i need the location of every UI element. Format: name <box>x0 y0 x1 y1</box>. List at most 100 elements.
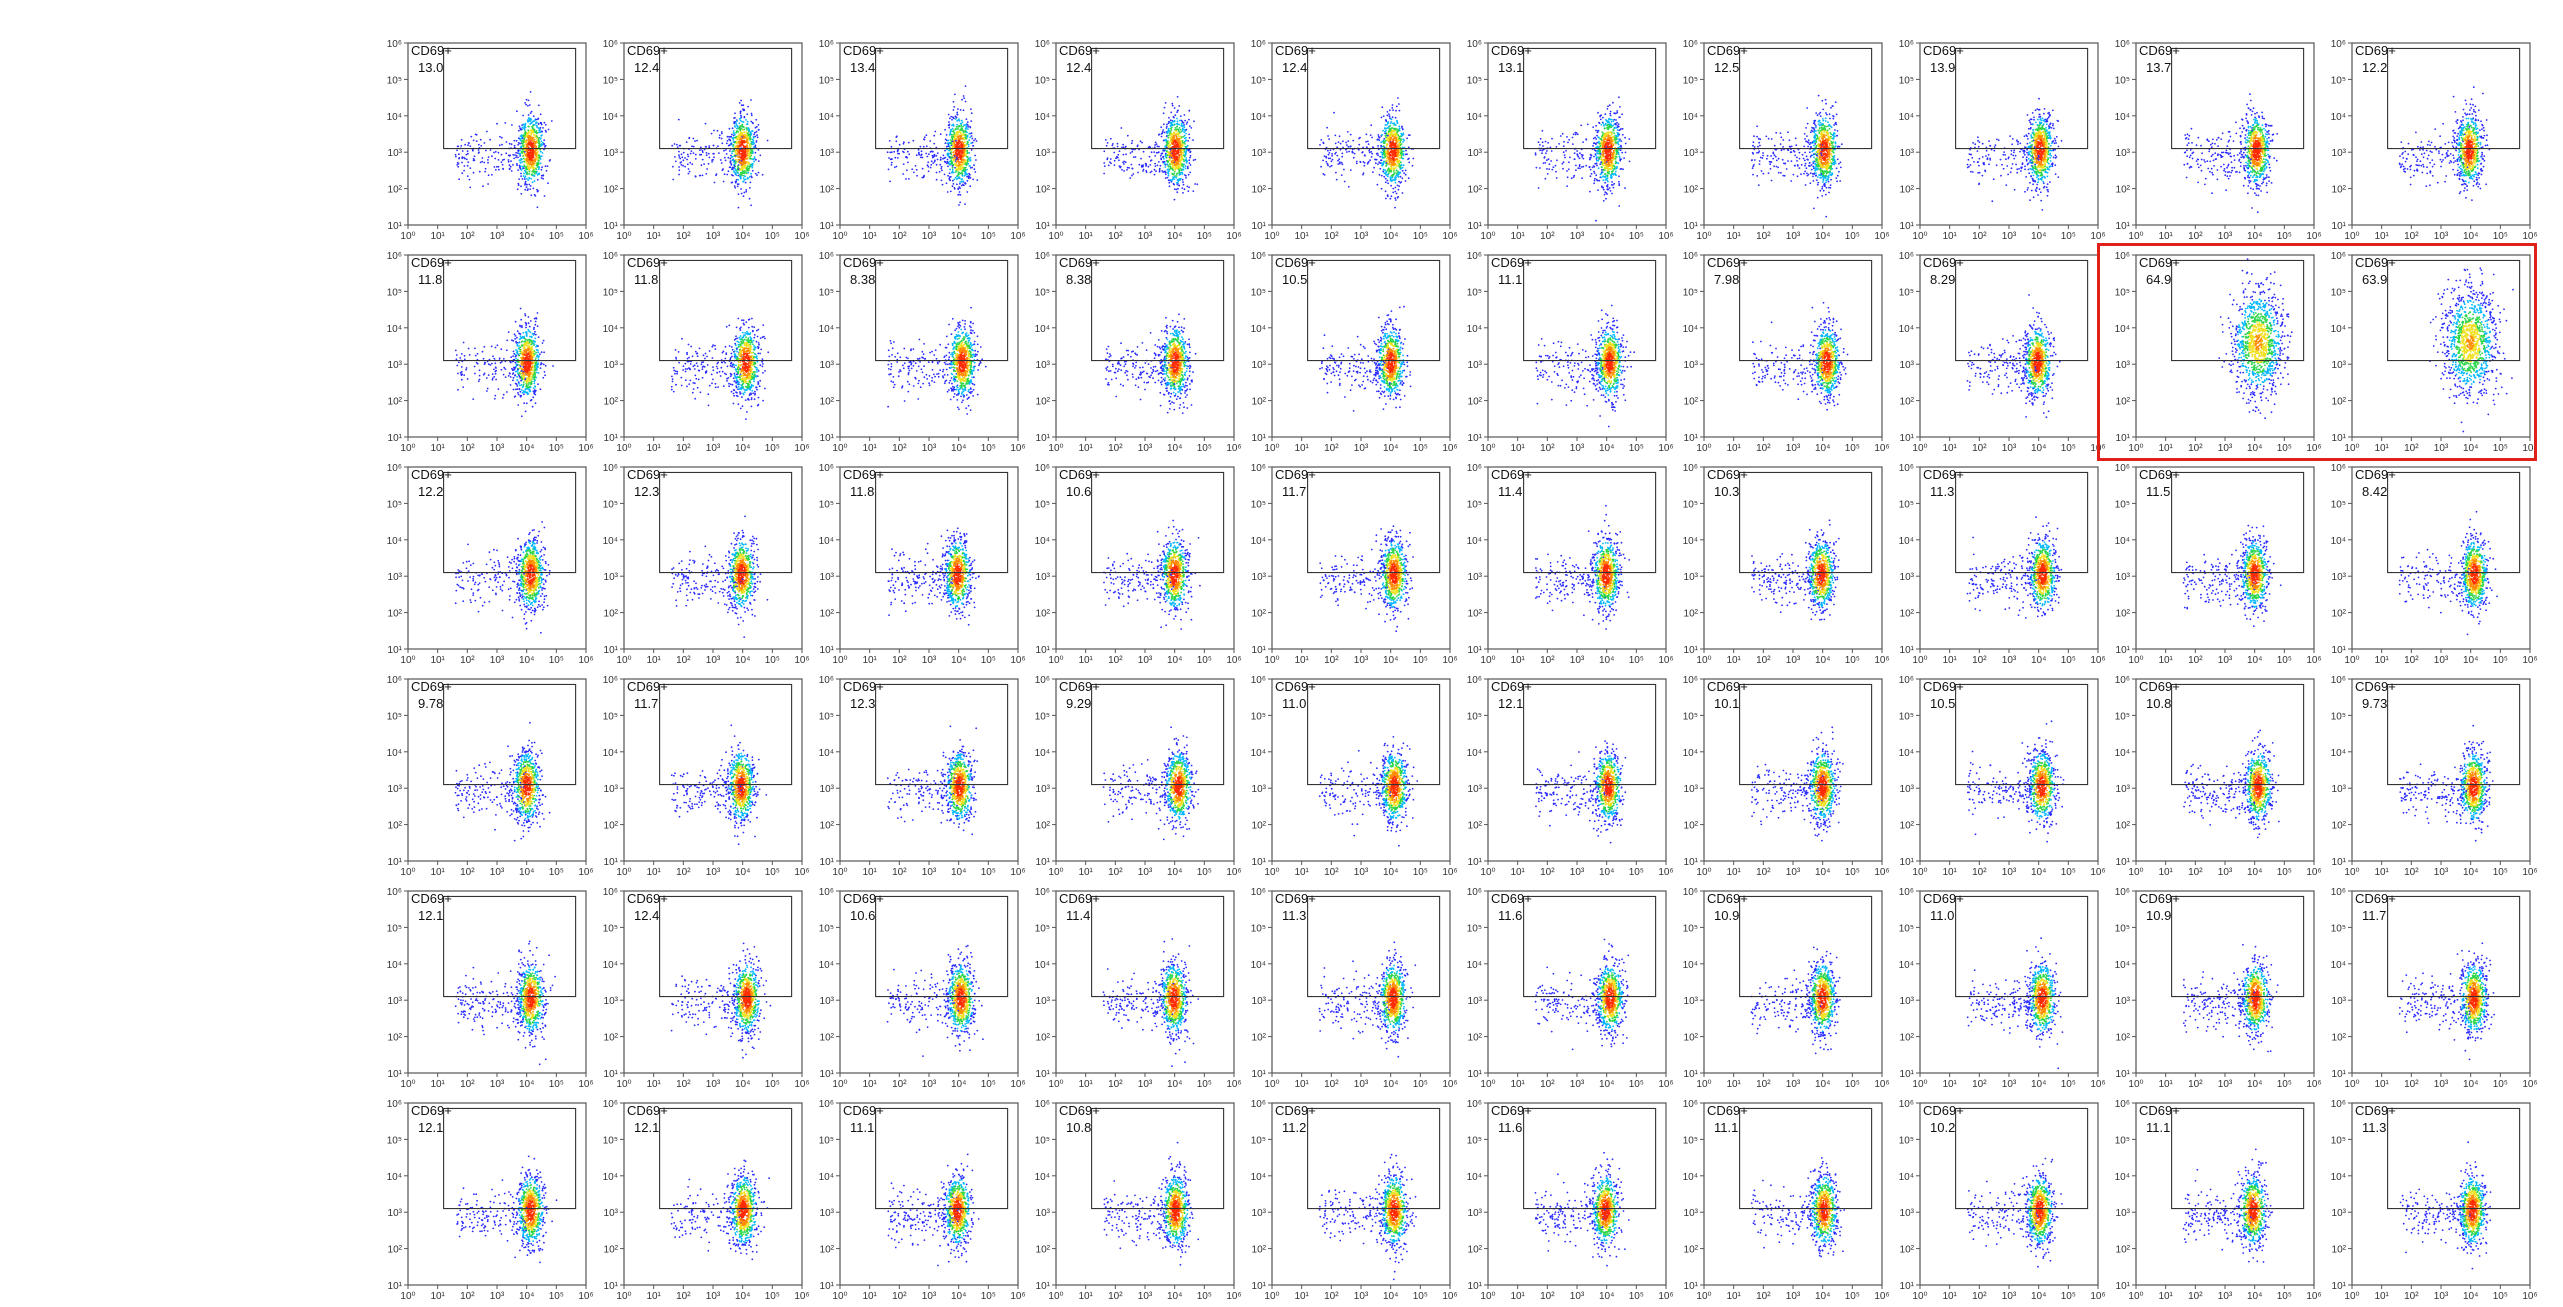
dot <box>461 172 463 174</box>
dot <box>1391 179 1393 181</box>
dot <box>1182 179 1184 181</box>
dot <box>1348 151 1350 153</box>
dot <box>1179 146 1181 148</box>
dot <box>1118 159 1120 161</box>
dot <box>538 132 540 134</box>
dot <box>1328 138 1330 140</box>
dot <box>1556 177 1558 179</box>
dot <box>1385 124 1387 126</box>
dot <box>740 115 742 117</box>
dot <box>1383 142 1385 144</box>
dot <box>943 155 945 157</box>
dot <box>1611 181 1613 183</box>
dot <box>1171 163 1173 165</box>
dot <box>1598 167 1600 169</box>
dot <box>1151 151 1153 153</box>
dot <box>1177 121 1179 123</box>
dot <box>489 139 491 141</box>
dot <box>702 175 704 177</box>
dot <box>971 112 973 114</box>
dot <box>541 169 543 171</box>
dot <box>514 145 516 147</box>
y-tick-label: 10³ <box>604 148 619 159</box>
dot <box>731 156 733 158</box>
dot <box>1617 138 1619 140</box>
dot <box>1390 130 1392 132</box>
dot <box>1398 125 1400 127</box>
dot <box>742 175 744 177</box>
dot <box>1378 139 1380 141</box>
dot <box>954 129 956 131</box>
dot <box>731 152 733 154</box>
dot <box>1388 126 1390 128</box>
dot <box>1178 142 1180 144</box>
x-tick-label: 10⁵ <box>765 231 780 242</box>
dot <box>735 141 737 143</box>
dot <box>1165 102 1167 104</box>
dot <box>517 188 519 190</box>
dot <box>1563 145 1565 147</box>
dot <box>1192 139 1194 141</box>
dot <box>1621 152 1623 154</box>
dot <box>679 158 681 160</box>
dot <box>949 118 951 120</box>
dot <box>739 159 741 161</box>
dot <box>897 157 899 159</box>
dot <box>1394 197 1396 199</box>
dot <box>1171 124 1173 126</box>
dot <box>960 123 962 125</box>
dot <box>551 120 553 122</box>
dot <box>523 125 525 127</box>
dot <box>959 131 961 133</box>
dot <box>732 139 734 141</box>
dot <box>953 106 955 108</box>
dot <box>528 162 530 164</box>
dot <box>1335 143 1337 145</box>
dot <box>1394 134 1396 136</box>
dot <box>467 165 469 167</box>
dot <box>965 128 967 130</box>
dot <box>936 164 938 166</box>
dot <box>755 159 757 161</box>
dot <box>525 150 527 152</box>
dot <box>536 121 538 123</box>
dot <box>457 146 459 148</box>
dot <box>756 174 758 176</box>
dot <box>941 180 943 182</box>
dot <box>487 183 489 185</box>
dot <box>480 145 482 147</box>
dot <box>521 161 523 163</box>
dot <box>1585 139 1587 141</box>
dot <box>1171 139 1173 141</box>
dot <box>948 121 950 123</box>
dot <box>1385 178 1387 180</box>
dot <box>1184 174 1186 176</box>
x-tick-label: 10⁴ <box>1167 231 1182 242</box>
dot <box>736 130 738 132</box>
dot <box>702 150 704 152</box>
dot <box>923 146 925 148</box>
dot <box>1544 156 1546 158</box>
dot <box>1332 159 1334 161</box>
dot <box>475 134 477 136</box>
dot <box>1174 164 1176 166</box>
dot <box>947 191 949 193</box>
dot <box>737 152 739 154</box>
dot <box>1576 153 1578 155</box>
dot <box>937 159 939 161</box>
dot <box>958 169 960 171</box>
dot <box>960 109 962 111</box>
dot <box>1396 120 1398 122</box>
dot <box>1175 167 1177 169</box>
dot <box>528 173 530 175</box>
dot <box>484 142 486 144</box>
dot <box>1402 141 1404 143</box>
dot <box>968 139 970 141</box>
dot-cloud <box>1319 97 1414 208</box>
dot <box>750 121 752 123</box>
dot <box>971 149 973 151</box>
dot <box>474 159 476 161</box>
dot <box>467 150 469 152</box>
dot <box>1542 141 1544 143</box>
dot <box>501 161 503 163</box>
